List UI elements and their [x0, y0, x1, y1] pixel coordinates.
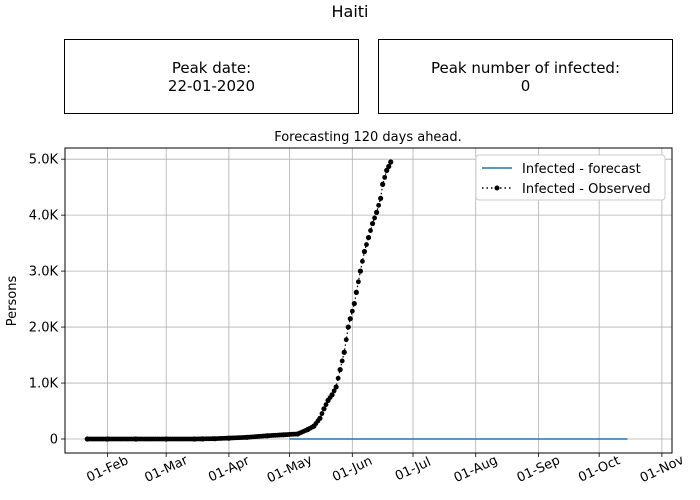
observed-marker — [382, 174, 388, 180]
observed-point — [333, 384, 339, 390]
observed-marker — [360, 258, 365, 264]
y-tick-label: 1.0K — [29, 377, 59, 392]
observed-marker — [368, 228, 373, 233]
peak-date-box: Peak date: 22-01-2020 — [64, 39, 359, 114]
observed-marker — [198, 436, 203, 442]
observed-marker — [335, 375, 341, 381]
observed-marker — [293, 431, 299, 437]
x-tick-label: 01-Apr — [206, 453, 252, 485]
observed-point — [357, 268, 364, 274]
observed-point — [341, 349, 347, 355]
observed-marker — [315, 418, 321, 424]
x-tick-label: 01-May — [265, 452, 315, 486]
y-tick-label: 4.0K — [29, 209, 59, 224]
observed-point — [388, 159, 394, 165]
plot-frame — [64, 147, 673, 454]
observed-point — [347, 316, 353, 322]
observed-point — [378, 195, 384, 201]
y-tick-label: 5.0K — [29, 153, 59, 168]
observed-marker — [323, 402, 329, 407]
observed-marker — [376, 202, 382, 208]
x-tick-label: 01-Jun — [330, 454, 375, 485]
observed-point — [351, 300, 357, 307]
observed-marker — [303, 427, 309, 433]
observed-line — [87, 161, 392, 440]
peak-number-label: Peak number of infected: — [430, 58, 621, 77]
x-tick-label: 01-Aug — [452, 453, 500, 486]
observed-marker — [327, 395, 333, 400]
axis-ticks: 01-Feb 01-Mar 01-Apr 01-May 01-Jun 01-Jul 01-A… — [29, 153, 687, 487]
observed-point — [373, 209, 380, 215]
observed-point — [384, 167, 390, 173]
observed-point — [337, 367, 343, 373]
x-tick-label: 01-Oct — [576, 453, 622, 485]
legend-box — [475, 154, 666, 201]
observed-point — [361, 248, 368, 255]
x-tick-label: 01-Mar — [142, 453, 190, 486]
observed-marker — [355, 279, 361, 285]
page-title: Haiti — [331, 2, 369, 21]
observed-marker — [161, 436, 167, 442]
observed-marker — [224, 435, 230, 441]
series-layer — [84, 159, 628, 442]
observed-marker — [189, 436, 195, 442]
grid-lines — [65, 148, 672, 453]
peak-date-label: Peak date: — [171, 58, 252, 77]
observed-marker — [242, 435, 248, 440]
x-tick-label: 01-Feb — [84, 453, 130, 485]
observed-point — [353, 289, 359, 295]
observed-marker — [279, 432, 284, 438]
peak-number-box: Peak number of infected: 0 — [378, 39, 673, 114]
observed-marker — [210, 436, 216, 442]
observed-point — [321, 406, 327, 412]
peak-date-value: 22-01-2020 — [167, 76, 256, 95]
observed-marker — [319, 411, 325, 416]
observed-point — [380, 181, 386, 187]
peak-number-value: 0 — [520, 76, 531, 95]
observed-marker — [349, 308, 355, 314]
observed-marker — [131, 436, 137, 442]
y-tick-label: 0 — [50, 433, 58, 448]
legend: Infected - forecast Infected - Observed — [475, 154, 666, 201]
observed-marker — [372, 215, 377, 221]
observed-point — [369, 220, 376, 227]
y-tick-label: 2.0K — [29, 321, 59, 336]
y-tick-label: 3.0K — [29, 265, 59, 280]
y-axis-label: Persons — [5, 276, 20, 327]
observed-point — [386, 163, 392, 170]
legend-observed-marker — [494, 185, 500, 191]
chart-title: Forecasting 120 days ahead. — [274, 130, 462, 145]
x-tick-label: 01-Sep — [515, 453, 563, 486]
observed-marker — [339, 358, 345, 364]
observed-marker — [331, 388, 337, 394]
x-tick-label: 01-Jul — [393, 455, 433, 485]
legend-forecast-label: Infected - forecast — [522, 162, 641, 177]
x-tick-label: 01-Nov — [638, 453, 687, 486]
observed-marker — [309, 424, 315, 430]
observed-point — [345, 324, 351, 330]
observed-point — [365, 234, 372, 241]
observed-marker — [103, 436, 108, 442]
legend-observed-label: Infected - Observed — [522, 182, 651, 197]
observed-marker — [364, 242, 369, 247]
observed-marker — [262, 433, 268, 439]
observed-marker — [343, 337, 349, 343]
